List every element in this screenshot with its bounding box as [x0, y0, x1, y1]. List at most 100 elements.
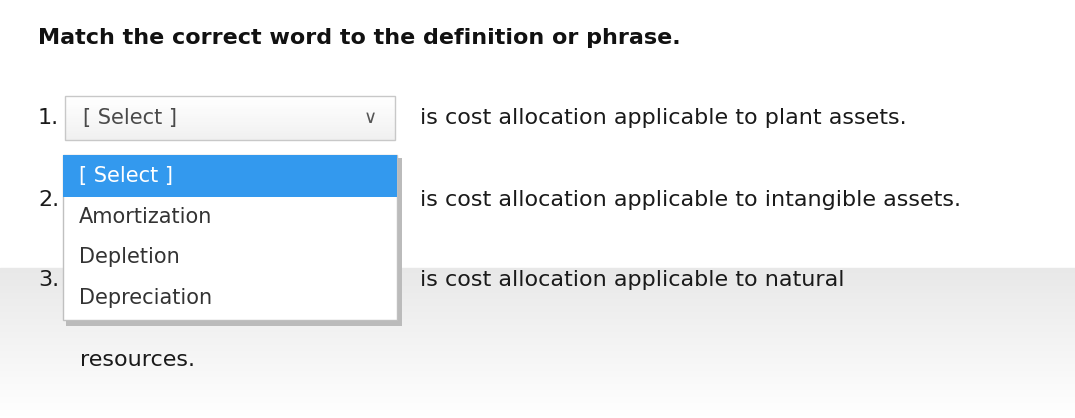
Bar [0, 347, 1075, 348]
Bar [64, 178, 395, 222]
Bar [64, 191, 395, 194]
Bar [0, 362, 1075, 363]
Bar [0, 302, 1075, 303]
Bar [64, 133, 395, 135]
Bar [0, 384, 1075, 385]
Bar [64, 220, 395, 222]
Bar [0, 396, 1075, 397]
Bar [0, 410, 1075, 411]
Bar [64, 260, 395, 263]
Bar [0, 348, 1075, 349]
Bar [0, 398, 1075, 399]
Bar [0, 293, 1075, 294]
Bar [64, 129, 395, 131]
Bar [0, 273, 1075, 274]
Bar [0, 306, 1075, 307]
Bar [0, 279, 1075, 280]
Bar [0, 333, 1075, 334]
Bar [0, 338, 1075, 339]
Bar [0, 355, 1075, 356]
Bar [0, 372, 1075, 373]
Bar [0, 405, 1075, 406]
Bar [0, 394, 1075, 395]
Bar [64, 125, 395, 127]
Bar [64, 114, 395, 116]
Bar [63, 155, 397, 320]
Text: ∨: ∨ [363, 109, 377, 127]
Bar [64, 289, 395, 291]
Bar [64, 206, 395, 209]
Bar [64, 273, 395, 275]
Text: Depreciation: Depreciation [78, 288, 212, 308]
Bar [64, 258, 395, 260]
Bar [0, 327, 1075, 328]
Bar [64, 187, 395, 189]
Bar [0, 339, 1075, 340]
Bar [64, 96, 395, 140]
Bar [0, 315, 1075, 316]
Bar [64, 118, 395, 120]
Bar [0, 352, 1075, 353]
Bar [0, 370, 1075, 371]
Bar [0, 295, 1075, 296]
Bar [64, 271, 395, 273]
Bar [0, 357, 1075, 358]
Bar [0, 274, 1075, 275]
Bar [0, 340, 1075, 341]
Bar [0, 296, 1075, 297]
Bar [64, 98, 395, 100]
Bar [64, 284, 395, 287]
Bar [64, 100, 395, 102]
Bar [64, 109, 395, 112]
Bar [0, 413, 1075, 414]
Bar [0, 373, 1075, 374]
Bar [0, 409, 1075, 410]
Bar [0, 359, 1075, 360]
Bar [0, 379, 1075, 380]
Bar [0, 390, 1075, 391]
Bar [0, 358, 1075, 359]
Bar [0, 391, 1075, 392]
Bar [64, 218, 395, 220]
Bar [0, 294, 1075, 295]
Bar [0, 378, 1075, 379]
Bar [0, 393, 1075, 394]
Bar [64, 258, 395, 302]
Bar [64, 120, 395, 122]
Bar [0, 282, 1075, 283]
Bar [0, 300, 1075, 301]
Bar [64, 275, 395, 278]
Bar [0, 363, 1075, 364]
Bar [64, 122, 395, 125]
Bar [0, 298, 1075, 299]
Bar [0, 318, 1075, 319]
Bar [0, 375, 1075, 376]
Bar [64, 293, 395, 296]
Bar [0, 389, 1075, 390]
Bar [0, 364, 1075, 365]
Bar [0, 380, 1075, 381]
Bar [64, 296, 395, 298]
Bar [0, 367, 1075, 368]
Text: Depletion: Depletion [78, 247, 180, 267]
Bar [0, 320, 1075, 321]
Bar [0, 349, 1075, 350]
Bar [0, 385, 1075, 386]
Bar [0, 289, 1075, 290]
Bar [64, 105, 395, 107]
Bar [64, 102, 395, 105]
Bar [0, 397, 1075, 398]
Bar [64, 278, 395, 280]
Bar [64, 135, 395, 138]
Bar [0, 285, 1075, 286]
Bar [0, 401, 1075, 402]
Bar [0, 292, 1075, 293]
Bar [0, 268, 1075, 269]
Bar [0, 286, 1075, 287]
Bar [0, 332, 1075, 333]
Bar [0, 313, 1075, 314]
Bar [64, 200, 395, 202]
Bar [64, 189, 395, 191]
Bar [64, 196, 395, 198]
Bar [0, 324, 1075, 325]
